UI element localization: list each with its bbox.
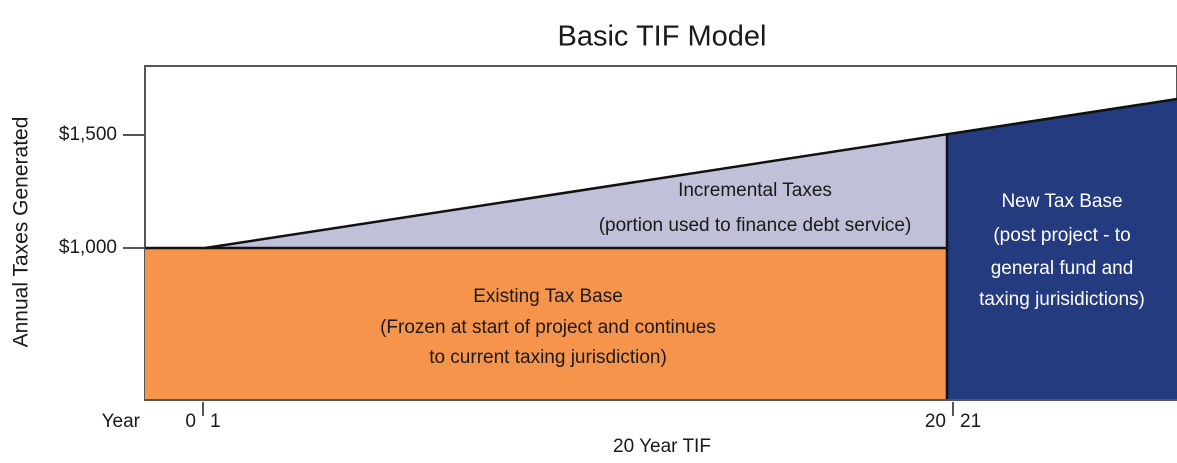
- region-title: Incremental Taxes: [678, 180, 832, 201]
- title: Basic TIF Model: [558, 21, 767, 53]
- region-text: (Frozen at start of project and continue…: [380, 317, 716, 338]
- x-tick-label: 20: [925, 411, 946, 432]
- x-title: 20 Year TIF: [613, 436, 711, 457]
- region-text: (post project - to: [993, 225, 1130, 246]
- y-tick-label: $1,000: [59, 237, 117, 258]
- region-text: taxing jurisidictions): [979, 289, 1145, 310]
- region-text: to current taxing jurisdiction): [429, 347, 667, 368]
- new-base-area: [947, 99, 1177, 400]
- existing-base-area: [145, 248, 947, 400]
- x-tick-label: 0: [185, 411, 196, 432]
- y-axis-label: Annual Taxes Generated: [10, 117, 33, 348]
- y-tick-label: $1,500: [59, 124, 117, 145]
- x-tick-label: 1: [210, 411, 221, 432]
- x-axis-label: Year: [102, 411, 141, 432]
- region-text: general fund and: [991, 258, 1134, 279]
- region-text: (portion used to finance debt service): [599, 215, 912, 236]
- region-title: Existing Tax Base: [473, 286, 623, 307]
- x-tick-label: 21: [960, 411, 981, 432]
- region-title: New Tax Base: [1001, 191, 1122, 212]
